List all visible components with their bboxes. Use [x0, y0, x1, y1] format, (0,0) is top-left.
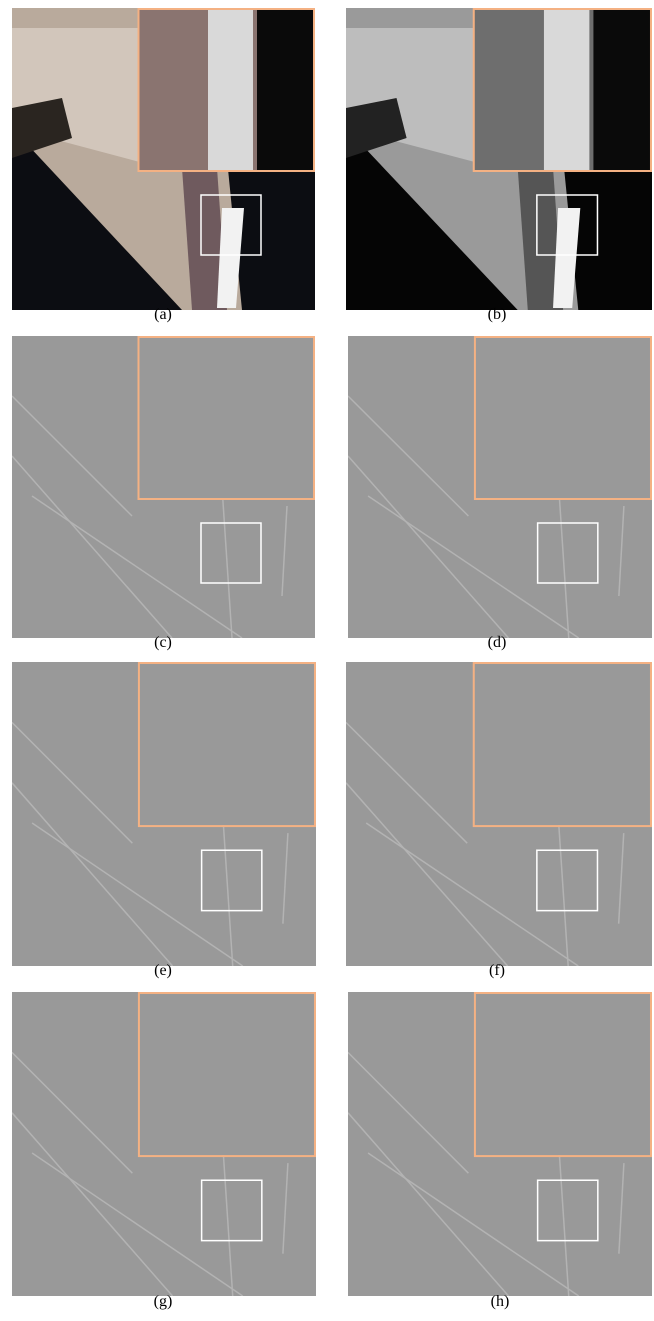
panel-caption: (b)	[467, 307, 527, 323]
inset	[138, 992, 316, 1155]
inset-detail	[208, 8, 253, 170]
panel-image	[12, 336, 315, 638]
panel-caption: (c)	[133, 635, 193, 651]
panel-image	[12, 992, 316, 1296]
inset	[474, 992, 652, 1155]
panel-caption: (a)	[133, 307, 193, 323]
panel-image	[346, 8, 652, 310]
panel-image	[348, 336, 652, 638]
panel-caption: (f)	[467, 963, 527, 979]
panel-image	[346, 662, 652, 966]
panel-caption: (h)	[470, 1294, 530, 1310]
inset-detail	[544, 8, 589, 170]
figure: (a) (b) (c) (d) (e) (f) (g) (h)	[0, 0, 654, 1321]
panel-caption: (g)	[133, 1294, 193, 1310]
inset-detail	[257, 8, 315, 170]
panel-image	[12, 662, 316, 966]
inset	[138, 662, 316, 825]
inset-detail	[593, 8, 652, 170]
inset	[473, 662, 652, 825]
panel-image	[12, 8, 315, 310]
panel-caption: (d)	[467, 635, 527, 651]
inset	[474, 336, 652, 498]
inset	[138, 336, 315, 498]
panel-caption: (e)	[133, 963, 193, 979]
panel-image	[348, 992, 652, 1296]
